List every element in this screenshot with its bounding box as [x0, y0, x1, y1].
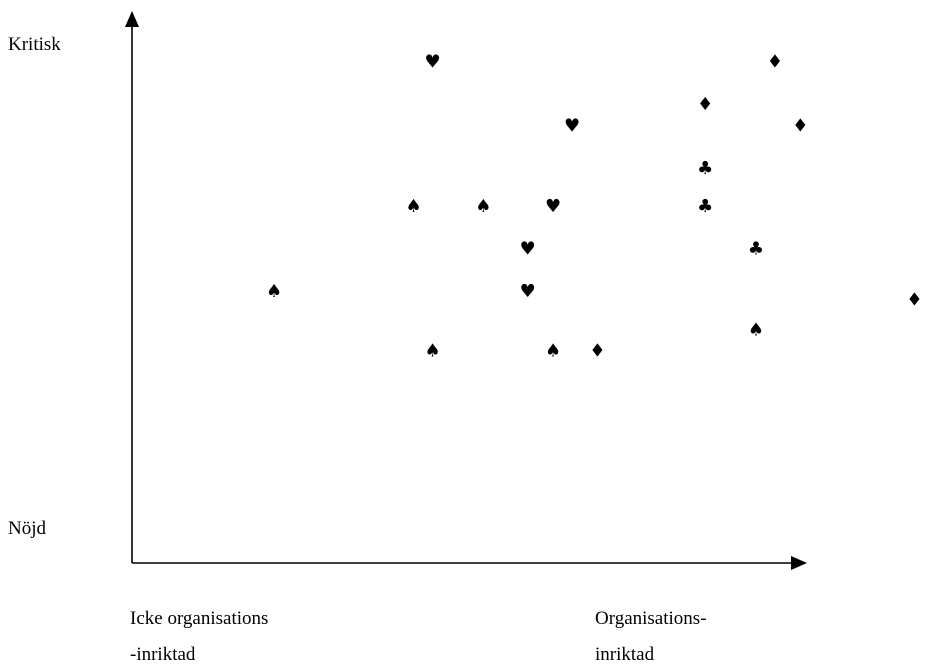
spade-point: ♠ [425, 341, 441, 362]
heart-point: ♥ [564, 115, 580, 136]
heart-point: ♥ [520, 239, 536, 260]
x-axis-left-label-line1: Icke organisations [130, 608, 269, 629]
y-axis-top-label: Kritisk [8, 34, 61, 55]
spade-point: ♠ [406, 196, 422, 217]
diamond-point: ♦ [589, 341, 605, 362]
diamond-point: ♦ [767, 52, 783, 73]
x-axis-arrowhead [791, 556, 807, 570]
spade-point: ♠ [475, 196, 491, 217]
x-axis-left-label-line2: -inriktad [130, 644, 196, 665]
club-point: ♣ [748, 239, 764, 260]
data-points: ♥ ♦ ♦ ♥ ♦ ♣ ♠ ♠ ♥ ♣ ♥ ♣ ♠ ♥ ♦ ♠ ♠ ♠ ♦ [266, 52, 923, 362]
x-axis-right-label-line2: inriktad [595, 644, 655, 665]
heart-point: ♥ [425, 52, 441, 73]
diamond-point: ♦ [792, 115, 808, 136]
spade-point: ♠ [748, 319, 764, 340]
heart-point: ♥ [520, 281, 536, 302]
spade-point: ♠ [545, 341, 561, 362]
y-axis-arrowhead [125, 11, 139, 27]
x-axis-right-label-line1: Organisations- [595, 608, 707, 629]
diamond-point: ♦ [697, 94, 713, 115]
heart-point: ♥ [545, 196, 561, 217]
spade-point: ♠ [266, 281, 282, 302]
y-axis-bottom-label: Nöjd [8, 518, 46, 539]
club-point: ♣ [697, 196, 713, 217]
diamond-point: ♦ [906, 290, 922, 311]
club-point: ♣ [697, 158, 713, 179]
